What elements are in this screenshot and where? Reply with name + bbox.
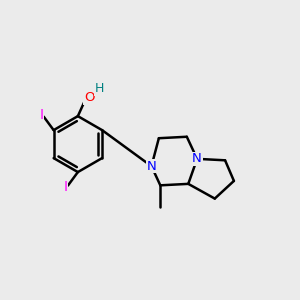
- Text: I: I: [39, 109, 43, 122]
- Text: O: O: [84, 91, 94, 104]
- Text: N: N: [192, 152, 202, 165]
- Text: H: H: [95, 82, 104, 95]
- Text: N: N: [147, 160, 156, 173]
- Text: I: I: [64, 180, 68, 194]
